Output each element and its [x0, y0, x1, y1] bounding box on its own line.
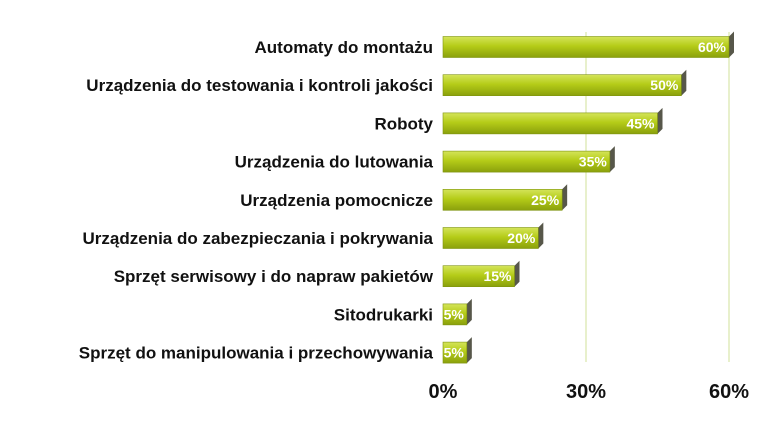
bar-face	[442, 227, 539, 249]
bar-face	[442, 303, 468, 326]
value-label: 50%	[650, 77, 679, 93]
value-labels: 60% 50% 45% 35% 25% 20% 15% 5% 5%	[444, 39, 727, 361]
bar-8	[442, 298, 472, 326]
bar-2	[442, 69, 687, 96]
value-label: 25%	[531, 192, 560, 208]
category-label: Automaty do montażu	[255, 38, 434, 57]
x-tick-label: 0%	[429, 381, 458, 403]
category-label: Urządzenia do testowania i kontroli jako…	[86, 76, 433, 95]
x-tick-label: 30%	[566, 381, 606, 403]
bar-face	[442, 189, 563, 211]
category-label: Sprzęt serwisowy i do napraw pakietów	[114, 267, 434, 286]
bar-face	[442, 150, 611, 173]
category-label: Urządzenia do zabezpieczania i pokrywani…	[83, 229, 434, 248]
bar-7	[442, 260, 520, 288]
value-label: 20%	[507, 230, 536, 246]
bar-face	[442, 112, 658, 135]
category-label: Roboty	[374, 114, 433, 133]
bar-face	[442, 36, 730, 58]
category-labels: Automaty do montażu Urządzenia do testowa…	[79, 38, 434, 363]
value-label: 5%	[444, 345, 465, 361]
bar-4	[442, 146, 615, 173]
value-label: 60%	[698, 39, 727, 55]
bar-6	[442, 222, 544, 249]
bar-face	[442, 341, 468, 364]
category-label: Urządzenia do lutowania	[235, 153, 434, 172]
bar-3	[442, 107, 663, 135]
bar-face	[442, 265, 515, 288]
value-label: 5%	[444, 306, 465, 322]
bar-9	[442, 337, 472, 364]
value-label: 15%	[483, 268, 512, 284]
category-label: Urządzenia pomocnicze	[240, 191, 433, 210]
category-label: Sprzęt do manipulowania i przechowywania	[79, 344, 434, 363]
bars	[442, 31, 734, 364]
x-tick-label: 60%	[709, 381, 749, 403]
value-label: 35%	[579, 154, 608, 170]
bar-1	[442, 31, 734, 58]
bar-5	[442, 184, 568, 211]
bar-face	[442, 74, 682, 96]
category-label: Sitodrukarki	[334, 305, 433, 324]
value-label: 45%	[626, 115, 655, 131]
x-axis-ticks: 0% 30% 60%	[429, 381, 750, 403]
